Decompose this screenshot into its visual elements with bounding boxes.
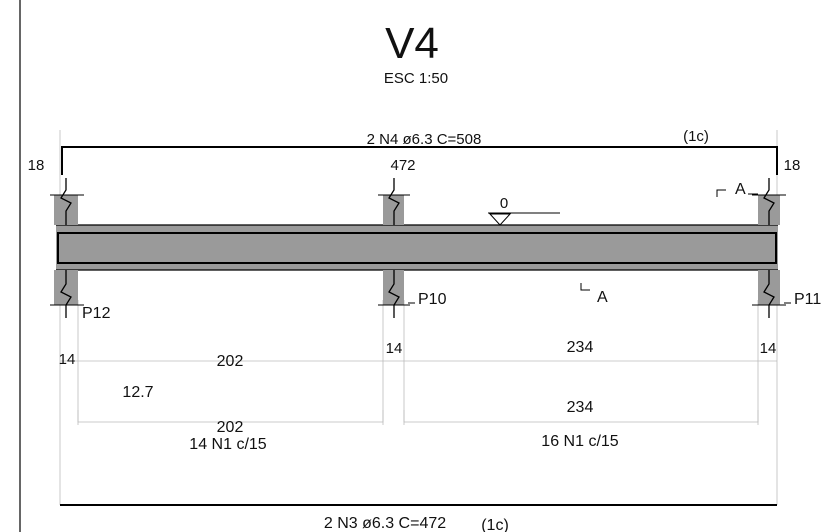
- bottom-bar-layers: (1c): [481, 517, 509, 532]
- beam-body: [56, 224, 778, 271]
- stirrup-length-left: 202: [217, 419, 244, 436]
- top-bar-hook-left: 18: [28, 157, 45, 174]
- stirrup-brackets: [77, 410, 759, 423]
- dim-support-p11: 14: [760, 340, 777, 357]
- stirrup-length-right: 234: [567, 399, 594, 416]
- stirrup-label-right: 16 N1 c/15: [541, 433, 618, 450]
- column-p11: [752, 178, 786, 318]
- column-p10: [378, 178, 410, 318]
- section-label-top: A: [735, 181, 746, 198]
- dim-support-p10: 14: [386, 340, 403, 357]
- dim-span-2: 234: [567, 339, 594, 356]
- top-bar: [61, 146, 778, 175]
- top-bar-label: 2 N4 ø6.3 C=508: [367, 131, 482, 148]
- support-p10-label: P10: [418, 291, 447, 308]
- support-p11-label: P11: [794, 291, 821, 308]
- drawing-title: V4: [385, 19, 439, 68]
- level-label: 0: [500, 195, 508, 212]
- dim-span-1: 202: [217, 353, 244, 370]
- drawing-scale: ESC 1:50: [384, 70, 448, 87]
- extension-lines: [59, 130, 778, 505]
- stirrup-label-left: 14 N1 c/15: [189, 436, 266, 453]
- section-label-bottom: A: [597, 289, 608, 306]
- column-p12: [50, 178, 84, 318]
- top-bar-hook-right: 18: [784, 157, 801, 174]
- section-mark-top: [716, 189, 758, 197]
- top-bar-mid-length: 472: [390, 157, 415, 174]
- bottom-bar-label: 2 N3 ø6.3 C=472: [324, 515, 446, 532]
- dim-support-p12: 14: [59, 351, 76, 368]
- stirrup-spacing-left: 12.7: [122, 384, 153, 401]
- top-bar-layers: (1c): [683, 128, 709, 145]
- level-marker: [488, 212, 560, 226]
- support-p12-label: P12: [82, 305, 111, 322]
- section-mark-bottom: [580, 283, 590, 291]
